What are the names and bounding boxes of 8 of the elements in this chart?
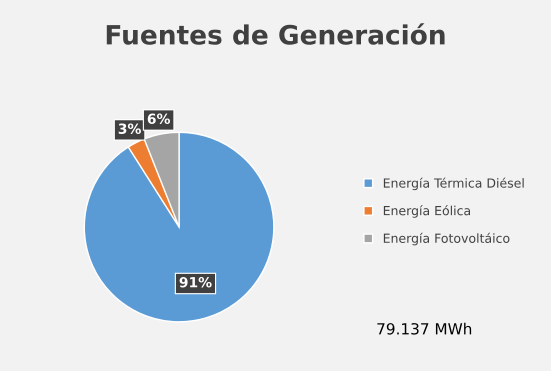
chart-title: Fuentes de Generación xyxy=(106,23,445,45)
legend-label: Energía Térmica Diésel xyxy=(384,178,524,190)
data-label: 3% xyxy=(118,123,141,134)
data-label: 6% xyxy=(148,113,170,124)
text: 79.137 MWh xyxy=(377,322,472,335)
legend-label: Energía Fotovoltáico xyxy=(384,232,510,246)
legend-label: Energía Eólica xyxy=(384,205,470,218)
data-label: 91% xyxy=(180,276,212,288)
